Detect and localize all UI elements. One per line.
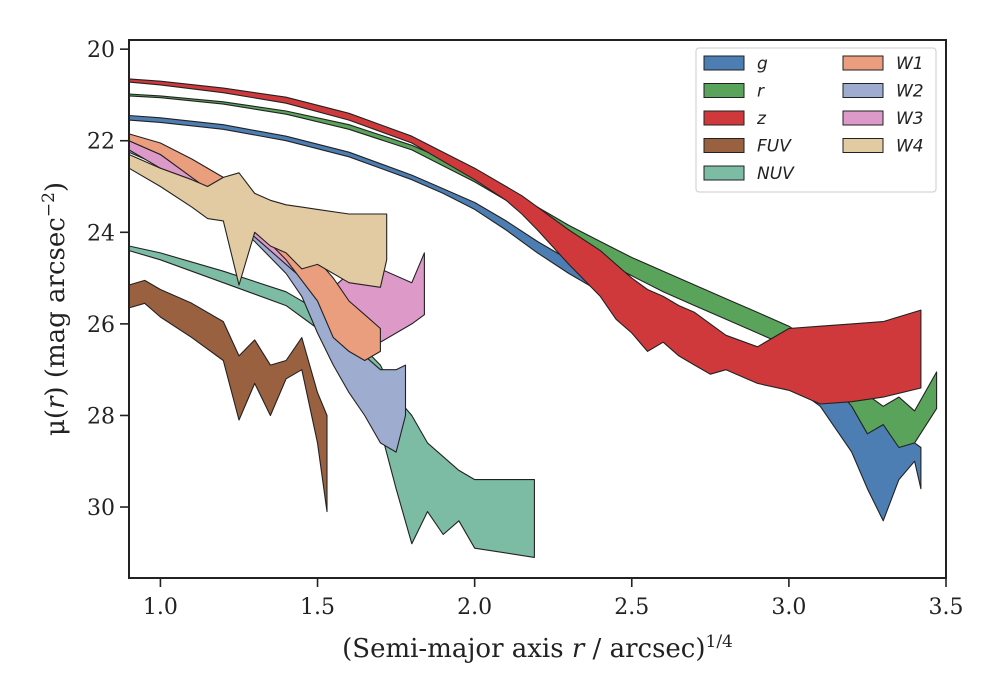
band-z [128,78,922,405]
x-axis-label: (Semi-major axis r / arcsec)1/4 [342,632,733,664]
y-tick-label: 24 [87,221,115,246]
legend-swatch-g [703,55,745,71]
legend-label-z: z [756,109,767,129]
legend-swatch-w2 [842,83,884,98]
y-tick-label: 20 [87,38,115,63]
legend-label-g: g [757,54,768,74]
legend-swatch-w3 [842,110,884,126]
legend-swatch-fuv [703,138,745,153]
legend-swatch-w4 [842,138,884,153]
band-g [128,114,922,522]
x-tick-label: 2.5 [614,595,649,620]
x-tick-label: 3.5 [929,595,964,620]
legend-swatch-w1 [842,55,884,71]
y-tick-label: 26 [87,313,115,338]
legend-label-fuv: FUV [757,137,792,157]
legend-swatch-nuv [703,165,745,181]
legend-label-w3: W3 [896,109,924,129]
x-axis-ticks: 1.0 1.5 2.0 2.5 3.0 3.5 [143,578,964,620]
y-tick-label: 22 [87,130,115,155]
legend-label-w4: W4 [896,137,924,157]
band-w4 [128,153,388,288]
y-tick-label: 28 [87,404,115,429]
x-tick-label: 3.0 [771,595,806,620]
legend-label-w2: W2 [896,82,924,102]
legend-label-r: r [757,82,765,102]
y-axis-label: μ(r) (mag arcsec−2) [39,182,71,436]
band-fuv [128,279,328,513]
x-tick-label: 2.0 [457,595,492,620]
series-bands [128,78,938,558]
legend-label-w1: W1 [896,54,924,74]
x-tick-label: 1.0 [143,595,178,620]
legend: grz FUV NUV W1 W2 W3 W4 [695,47,937,193]
legend-label-nuv: NUV [757,164,795,184]
y-axis-ticks: 20 22 24 26 28 30 [87,38,129,521]
y-tick-label: 30 [87,496,115,521]
legend-swatch-z [703,110,745,126]
legend-swatch-r [703,83,745,98]
plot-frame [128,39,947,579]
x-tick-label: 1.5 [300,595,335,620]
